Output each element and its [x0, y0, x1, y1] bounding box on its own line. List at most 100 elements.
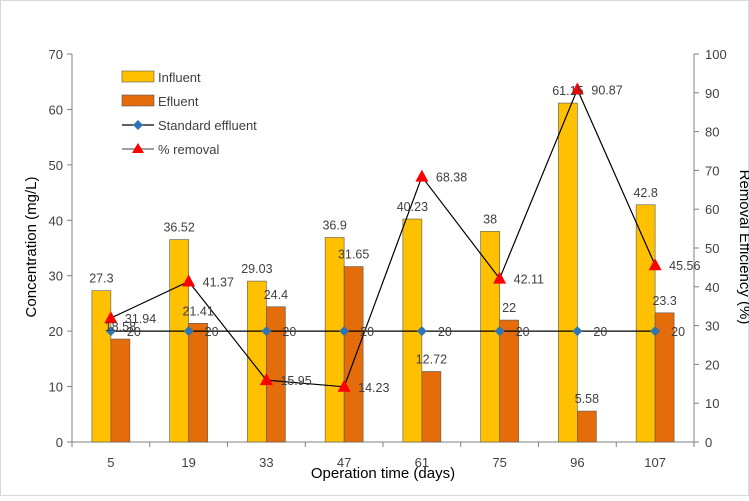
bar-efluent — [654, 312, 675, 443]
y2-tick-label: 30 — [705, 319, 719, 334]
x-tick-label: 5 — [107, 455, 114, 470]
y-tick-label: 70 — [49, 47, 63, 62]
point-removal — [648, 258, 662, 271]
legend-marker-removal — [132, 143, 144, 153]
y-tick-label: 50 — [49, 158, 63, 173]
data-label-removal: 90.87 — [591, 83, 622, 97]
lines-layer — [104, 82, 662, 392]
legend-swatch-influent — [121, 70, 155, 83]
x-tick-label: 47 — [337, 455, 351, 470]
bar-influent — [635, 204, 656, 443]
x-tick-label: 33 — [259, 455, 273, 470]
bar-influent — [169, 239, 189, 443]
y2-tick-label: 10 — [705, 396, 719, 411]
y2-tick-label: 80 — [705, 125, 719, 140]
y2-tick-label: 40 — [705, 280, 719, 295]
data-label-efluent: 21.41 — [182, 304, 213, 318]
x-tick-label: 96 — [570, 455, 584, 470]
data-label-influent: 40.23 — [397, 200, 428, 214]
point-standard-effluent — [183, 326, 194, 337]
legend-label-influent: Influent — [158, 70, 201, 85]
data-label-standard-effluent: 20 — [282, 325, 296, 339]
point-standard-effluent — [494, 326, 505, 337]
data-label-removal: 41.37 — [203, 275, 234, 289]
y-tick-label: 10 — [49, 380, 63, 395]
data-label-removal: 68.38 — [436, 171, 467, 185]
point-standard-effluent — [650, 326, 661, 337]
series-line-removal — [110, 87, 656, 388]
bar-influent — [558, 102, 578, 443]
data-label-standard-effluent: 20 — [593, 325, 607, 339]
point-removal — [259, 373, 273, 386]
data-label-influent: 36.52 — [163, 221, 194, 235]
point-removal — [104, 311, 118, 324]
y-tick-label: 60 — [49, 102, 63, 117]
labels-layer: 27.336.5229.0336.940.233861.1542.818.582… — [89, 83, 700, 406]
x-tick-label: 107 — [644, 455, 666, 470]
point-removal — [493, 271, 507, 284]
legend-label-removal: % removal — [158, 142, 220, 157]
bar-efluent — [577, 410, 597, 443]
data-label-removal: 45.56 — [669, 259, 700, 273]
data-label-removal: 15.95 — [280, 374, 311, 388]
data-label-efluent: 23.3 — [652, 294, 676, 308]
bar-influent — [91, 290, 112, 443]
y2-tick-label: 90 — [705, 86, 719, 101]
x-axis-title: Operation time (days) — [311, 465, 455, 482]
bar-influent — [324, 237, 345, 443]
data-label-standard-effluent: 20 — [205, 325, 219, 339]
legend: Influent Efluent Standard effluent % remova… — [121, 70, 257, 157]
point-standard-effluent — [261, 326, 272, 337]
data-label-efluent: 31.65 — [338, 248, 369, 262]
data-label-influent: 38 — [483, 212, 497, 226]
data-label-efluent: 12.72 — [416, 352, 447, 366]
data-label-standard-effluent: 20 — [360, 325, 374, 339]
data-label-standard-effluent: 20 — [127, 325, 141, 339]
bar-efluent — [499, 319, 519, 443]
point-removal — [570, 82, 584, 95]
x-tick-label: 19 — [181, 455, 195, 470]
legend-label-standard-effluent: Standard effluent — [158, 118, 257, 133]
data-label-removal: 42.11 — [514, 273, 544, 287]
data-label-influent: 29.03 — [241, 262, 272, 276]
point-removal — [337, 379, 351, 392]
y2-tick-label: 100 — [705, 47, 727, 62]
data-label-standard-effluent: 20 — [438, 325, 452, 339]
point-standard-effluent — [339, 326, 350, 337]
data-label-standard-effluent: 20 — [516, 325, 530, 339]
y2-tick-label: 60 — [705, 202, 719, 217]
data-label-efluent: 5.58 — [575, 392, 599, 406]
bar-efluent — [421, 371, 442, 443]
data-label-influent: 27.3 — [89, 272, 113, 286]
y2-tick-label: 50 — [705, 241, 719, 256]
y2-tick-label: 0 — [705, 435, 712, 450]
y-tick-label: 0 — [56, 435, 63, 450]
x-tick-label: 61 — [415, 455, 429, 470]
legend-swatch-efluent — [121, 94, 155, 107]
data-label-removal: 14.23 — [358, 381, 389, 395]
bar-efluent — [188, 323, 208, 443]
y2-tick-label: 20 — [705, 357, 719, 372]
data-label-influent: 36.9 — [322, 218, 346, 232]
data-label-efluent: 24.4 — [264, 288, 288, 302]
data-label-efluent: 18.58 — [105, 320, 136, 334]
data-label-influent: 61.15 — [552, 84, 583, 98]
point-standard-effluent — [105, 326, 116, 337]
point-standard-effluent — [416, 326, 427, 337]
x-tick-label: 75 — [492, 455, 506, 470]
data-label-influent: 42.8 — [633, 186, 657, 200]
y-tick-label: 20 — [49, 324, 63, 339]
y2-tick-label: 70 — [705, 163, 719, 178]
data-label-removal: 31.94 — [125, 312, 156, 326]
data-label-standard-effluent: 20 — [671, 325, 685, 339]
bars-layer — [91, 102, 675, 443]
y-tick-label: 30 — [49, 269, 63, 284]
data-label-efluent: 22 — [502, 301, 516, 315]
y2-axis-title: Removal Efficiency (%) — [736, 170, 749, 325]
y-axis-title: Concentration (mg/L) — [23, 177, 40, 318]
y-tick-label: 40 — [49, 213, 63, 228]
point-removal — [415, 169, 429, 182]
axes-layer: 0 10 20 30 40 50 60 70 0 10 20 30 40 50 60 70 80 90 100 5 19… — [49, 47, 727, 470]
